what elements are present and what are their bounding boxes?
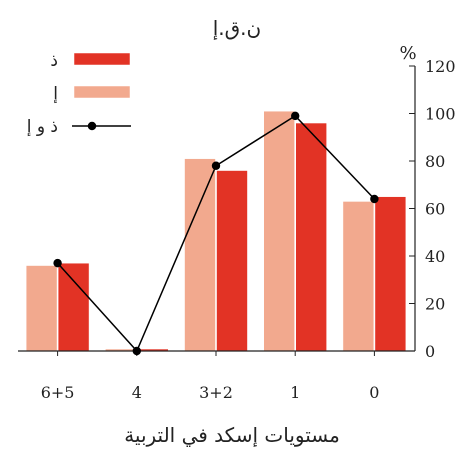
legend-swatch-0 xyxy=(73,52,131,66)
bar-dark-2 xyxy=(216,170,248,352)
bar-light-4 xyxy=(342,201,375,352)
line-point-4 xyxy=(370,194,379,204)
line-point-0 xyxy=(53,258,62,268)
bar-dark-3 xyxy=(295,122,328,352)
y-axis-label: % xyxy=(399,43,416,64)
y-tick-label-6: 120 xyxy=(425,57,456,76)
legend: ذإ ذ و إ xyxy=(27,51,131,137)
line-point-3 xyxy=(291,111,300,121)
x-tick-label-1: 4 xyxy=(132,383,142,402)
line-point-1 xyxy=(132,346,141,356)
legend-label-1: إ xyxy=(53,84,58,104)
x-axis-label: مستويات إسكد في التربية xyxy=(124,423,340,448)
x-tick-label-0: 6+5 xyxy=(41,383,75,402)
x-ticks: 6+5 4 3+2 1 0 xyxy=(41,351,379,402)
y-tick-label-2: 40 xyxy=(425,247,445,266)
x-tick-label-3: 1 xyxy=(290,383,300,402)
bars xyxy=(25,110,407,352)
line-point-2 xyxy=(211,161,221,170)
y-ticks: 0 20 40 60 80 100 120 xyxy=(409,57,456,361)
line-series xyxy=(53,111,379,356)
bar-light-3 xyxy=(263,110,296,352)
legend-marker-2 xyxy=(87,121,97,131)
y-tick-label-4: 80 xyxy=(425,152,445,171)
y-tick-label-3: 60 xyxy=(425,200,445,219)
y-tick-label-1: 20 xyxy=(425,295,445,314)
legend-swatch-1 xyxy=(73,85,131,99)
x-tick-label-4: 0 xyxy=(369,383,379,402)
chart-title: ن.ق.إ xyxy=(213,16,261,41)
legend-label-2: ذ و إ xyxy=(27,117,58,137)
y-tick-label-0: 0 xyxy=(425,342,435,361)
x-tick-label-2: 3+2 xyxy=(199,383,233,402)
bar-dark-0 xyxy=(57,262,90,352)
legend-label-0: ذ xyxy=(50,51,58,71)
y-tick-label-5: 100 xyxy=(425,105,456,124)
bar-light-2 xyxy=(184,158,216,352)
bar-dark-4 xyxy=(374,196,407,352)
bar-light-0 xyxy=(25,265,58,352)
